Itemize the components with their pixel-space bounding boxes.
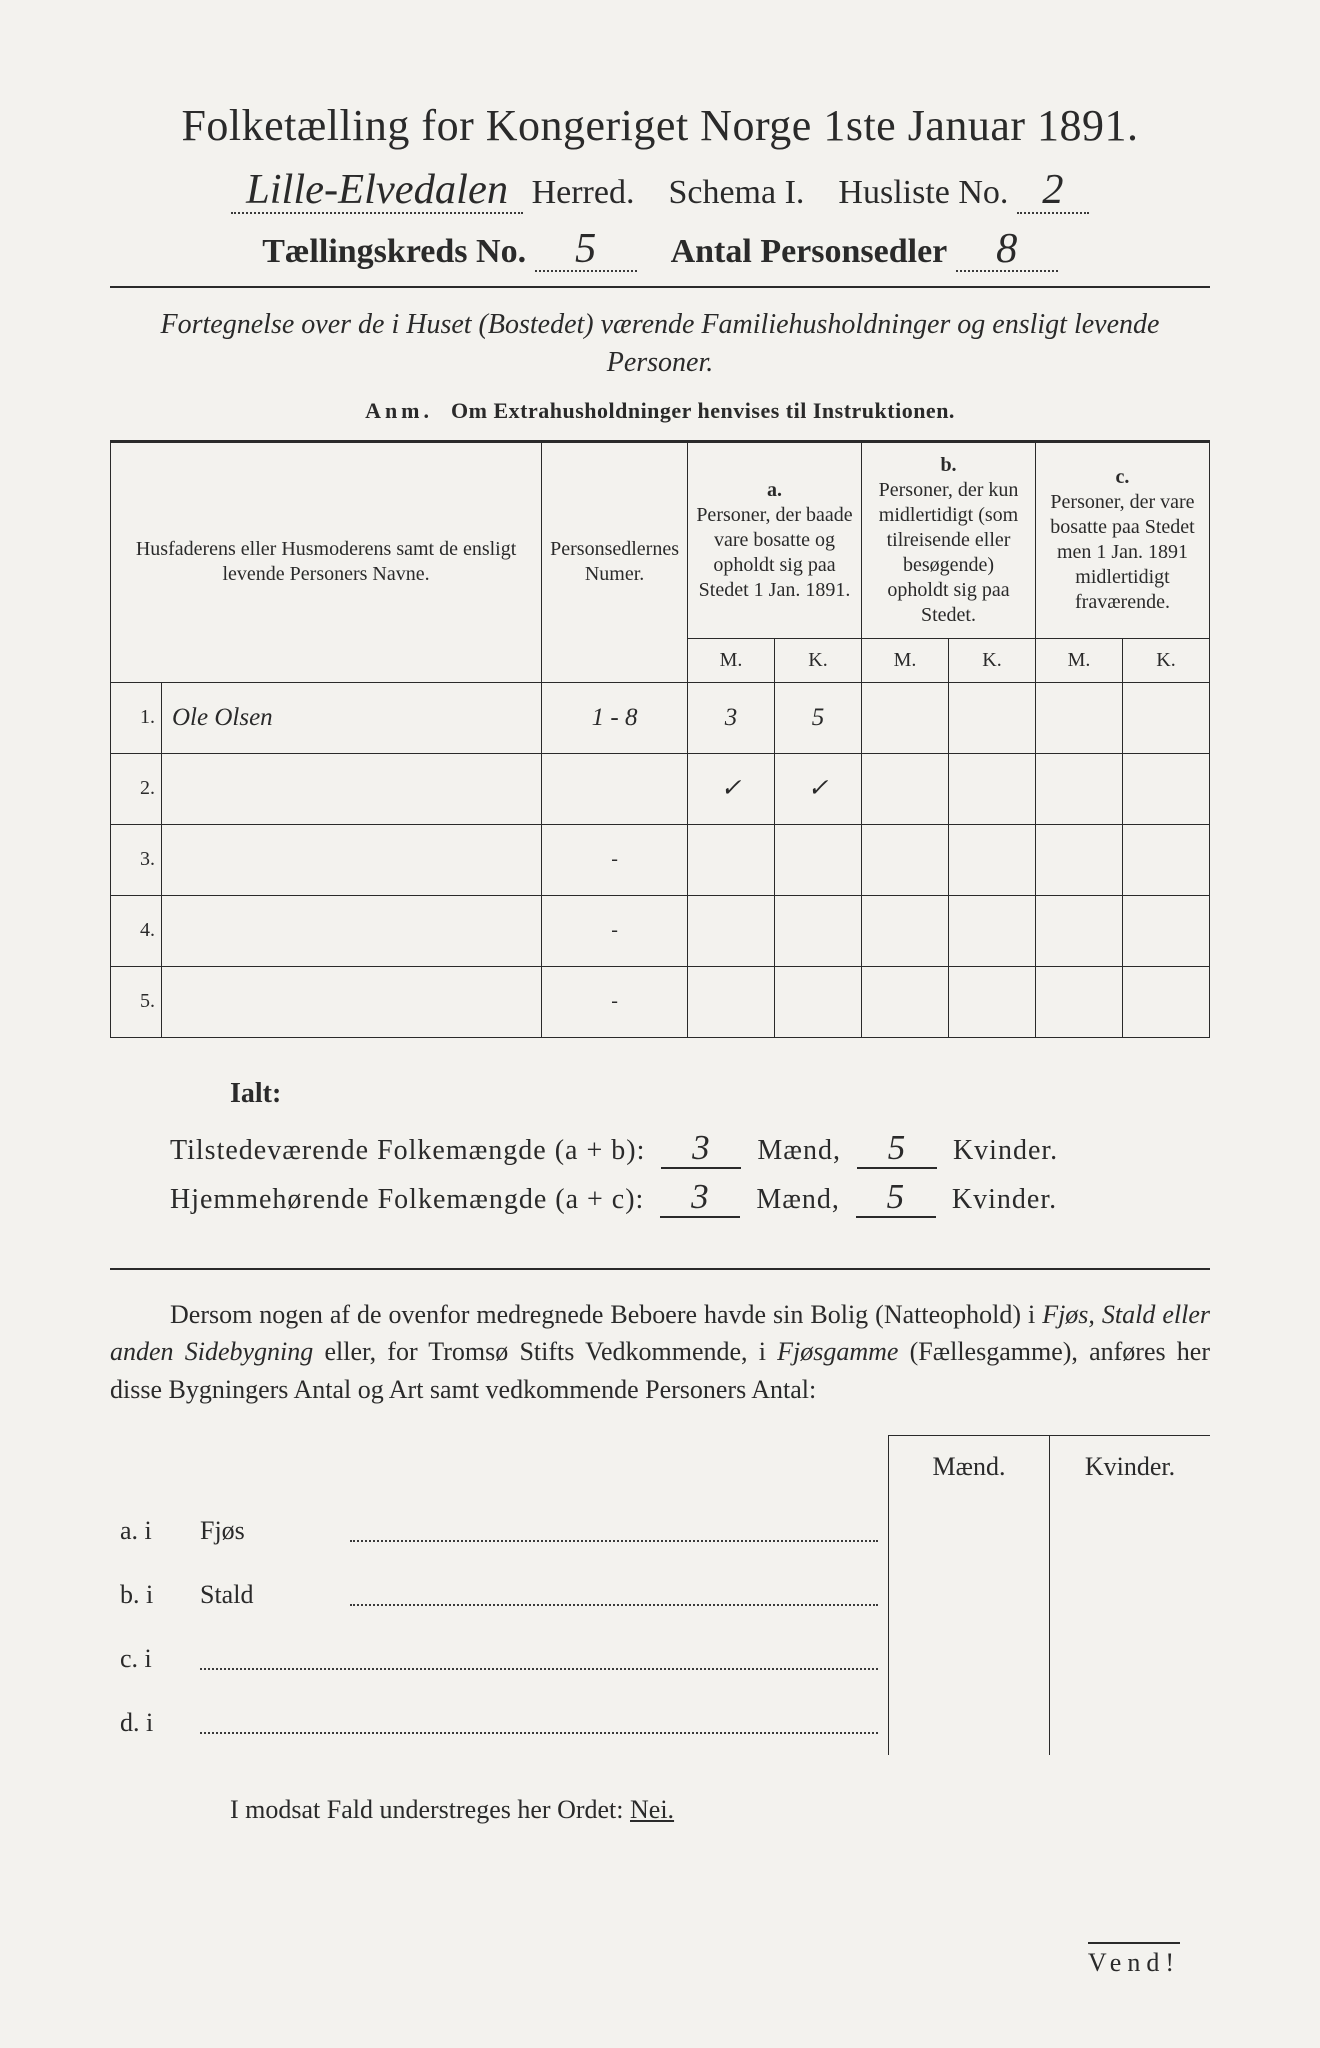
present-m: 3	[692, 1130, 711, 1165]
table-row: 3. -	[111, 824, 1210, 895]
col-group-c: c. Personer, der vare bosatte paa Stedet…	[1036, 441, 1210, 638]
herred-value: Lille-Elvedalen	[246, 169, 508, 212]
antal-label: Antal Personsedler	[671, 233, 948, 270]
bld-maend: Mænd.	[889, 1435, 1050, 1499]
ialt-line-present: Tilstedeværende Folkemængde (a + b): 3 M…	[170, 1130, 1210, 1169]
header-line-herred: Lille-Elvedalen Herred. Schema I. Huslis…	[110, 169, 1210, 214]
bld-kvinder: Kvinder.	[1050, 1435, 1211, 1499]
dotline	[350, 1520, 878, 1542]
ialt-line-resident: Hjemmehørende Folkemængde (a + c): 3 Mæn…	[170, 1179, 1210, 1218]
col-numer: Personsedlernes Numer.	[542, 441, 688, 682]
kreds-label: Tællingskreds No.	[262, 233, 526, 270]
col-a-k: K.	[775, 638, 862, 682]
table-row: 4. -	[111, 895, 1210, 966]
table-row: 2. ✓ ✓	[111, 753, 1210, 824]
rule-top	[110, 286, 1210, 288]
bld-row: a. i Fjøs	[110, 1499, 1210, 1563]
buildings-paragraph: Dersom nogen af de ovenfor medregnede Be…	[110, 1296, 1210, 1409]
col-group-b: b. Personer, der kun midlertidigt (som t…	[862, 441, 1036, 638]
bld-row: d. i	[110, 1691, 1210, 1755]
col-names: Husfaderens eller Husmoderens samt de en…	[111, 441, 542, 682]
husliste-label: Husliste No.	[838, 174, 1008, 211]
totals-block: Ialt: Tilstedeværende Folkemængde (a + b…	[110, 1078, 1210, 1218]
herred-label: Herred.	[532, 174, 635, 211]
dotline	[200, 1648, 878, 1670]
nei-word: Nei.	[630, 1795, 674, 1824]
anm-text: Om Extrahusholdninger henvises til Instr…	[451, 398, 955, 423]
col-b-k: K.	[949, 638, 1036, 682]
census-table: Husfaderens eller Husmoderens samt de en…	[110, 440, 1210, 1038]
row-name: Ole Olsen	[172, 705, 273, 730]
vend-label: Vend!	[1088, 1942, 1180, 1978]
census-form-page: Folketælling for Kongeriget Norge 1ste J…	[0, 0, 1320, 2048]
table-row: 1. Ole Olsen 1 - 8 3 5	[111, 682, 1210, 753]
anm-line: Anm. Om Extrahusholdninger henvises til …	[110, 398, 1210, 424]
col-group-a: a. Personer, der baade vare bosatte og o…	[688, 441, 862, 638]
rule-mid	[110, 1268, 1210, 1270]
bld-row: b. i Stald	[110, 1563, 1210, 1627]
kreds-value: 5	[575, 228, 596, 271]
schema-label: Schema I.	[668, 174, 804, 211]
dotline	[350, 1584, 878, 1606]
husliste-value: 2	[1042, 169, 1063, 212]
bld-row: c. i	[110, 1627, 1210, 1691]
header-line-kreds: Tællingskreds No. 5 Antal Personsedler 8	[110, 228, 1210, 273]
table-row: 5. -	[111, 966, 1210, 1037]
col-c-k: K.	[1123, 638, 1210, 682]
col-b-m: M.	[862, 638, 949, 682]
col-a-m: M.	[688, 638, 775, 682]
antal-value: 8	[996, 228, 1017, 271]
nei-line: I modsat Fald understreges her Ordet: Ne…	[230, 1795, 1210, 1825]
resident-k: 5	[887, 1179, 906, 1214]
subtitle: Fortegnelse over de i Huset (Bostedet) v…	[110, 306, 1210, 382]
col-c-m: M.	[1036, 638, 1123, 682]
present-k: 5	[888, 1130, 907, 1165]
ialt-title: Ialt:	[230, 1078, 1210, 1110]
dotline	[200, 1712, 878, 1734]
anm-label: Anm.	[365, 398, 433, 423]
buildings-table: Mænd. Kvinder. a. i Fjøs b. i Stald c. i…	[110, 1435, 1210, 1756]
resident-m: 3	[691, 1179, 710, 1214]
page-title: Folketælling for Kongeriget Norge 1ste J…	[110, 100, 1210, 151]
